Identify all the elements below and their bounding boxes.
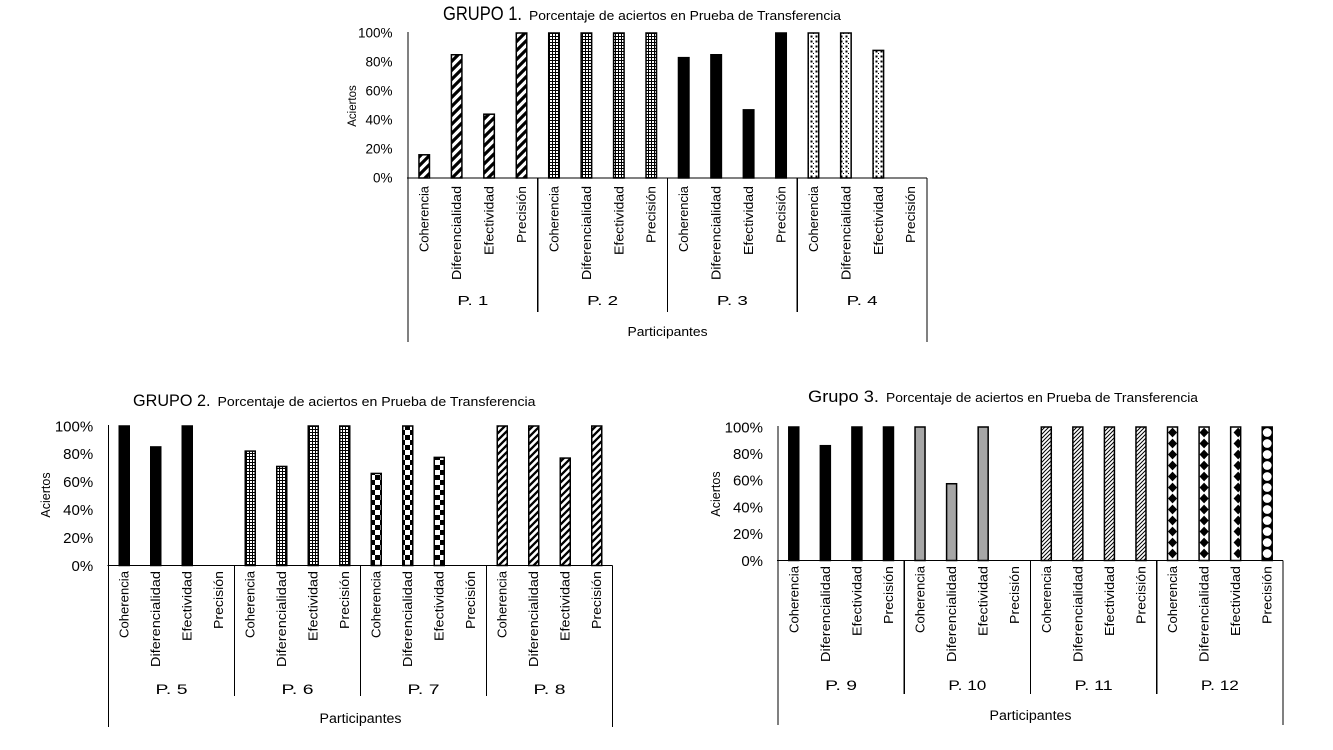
svg-text:Coherencia: Coherencia <box>786 565 801 633</box>
svg-text:60%: 60% <box>63 474 93 491</box>
svg-text:0%: 0% <box>72 558 94 575</box>
svg-text:20%: 20% <box>733 526 763 543</box>
svg-text:Efectividad: Efectividad <box>742 186 756 255</box>
svg-text:Porcentaje de aciertos en Prue: Porcentaje de aciertos en Prueba de Tran… <box>529 8 842 23</box>
svg-text:Efectividad: Efectividad <box>612 186 626 255</box>
svg-text:Efectividad: Efectividad <box>558 571 573 641</box>
svg-text:Diferencialidad: Diferencialidad <box>580 186 594 280</box>
svg-text:P. 12: P. 12 <box>1201 678 1239 693</box>
svg-text:P. 5: P. 5 <box>156 682 188 697</box>
svg-text:Precisión: Precisión <box>1133 566 1148 624</box>
svg-text:P. 9: P. 9 <box>825 678 857 693</box>
svg-text:Precisión: Precisión <box>645 186 659 243</box>
svg-text:Precisión: Precisión <box>589 571 604 629</box>
svg-text:Participantes: Participantes <box>320 711 402 726</box>
svg-text:P. 10: P. 10 <box>948 678 986 693</box>
svg-text:Efectividad: Efectividad <box>976 566 991 636</box>
svg-text:P. 3: P. 3 <box>717 293 748 308</box>
svg-text:P. 1: P. 1 <box>457 293 488 308</box>
svg-text:P. 11: P. 11 <box>1075 678 1113 693</box>
svg-text:80%: 80% <box>733 446 763 463</box>
svg-text:Diferencialidad: Diferencialidad <box>148 571 163 667</box>
svg-text:Aciertos: Aciertos <box>347 85 359 127</box>
svg-text:P. 8: P. 8 <box>534 682 566 697</box>
svg-text:Porcentaje de aciertos en Prue: Porcentaje de aciertos en Prueba de Tran… <box>218 394 537 409</box>
svg-text:Diferencialidad: Diferencialidad <box>818 566 833 662</box>
svg-text:Coherencia: Coherencia <box>547 186 561 252</box>
svg-text:Diferencialidad: Diferencialidad <box>400 571 415 667</box>
svg-text:Precisión: Precisión <box>774 186 788 243</box>
svg-text:Coherencia: Coherencia <box>418 186 432 252</box>
svg-text:60%: 60% <box>733 473 763 490</box>
svg-text:P. 6: P. 6 <box>282 682 314 697</box>
svg-text:Precisión: Precisión <box>463 571 478 629</box>
svg-text:Efectividad: Efectividad <box>180 571 195 641</box>
svg-text:Coherencia: Coherencia <box>807 186 821 252</box>
svg-text:Porcentaje de aciertos en Prue: Porcentaje de aciertos en Prueba de Tran… <box>886 390 1199 405</box>
svg-text:GRUPO 1.: GRUPO 1. <box>443 4 522 25</box>
svg-text:Coherencia: Coherencia <box>369 570 384 638</box>
svg-text:100%: 100% <box>358 26 393 41</box>
svg-text:100%: 100% <box>55 418 93 435</box>
svg-text:Participantes: Participantes <box>990 708 1072 723</box>
svg-text:Diferencialidad: Diferencialidad <box>1070 566 1085 662</box>
svg-text:Precisión: Precisión <box>337 571 352 629</box>
svg-text:GRUPO 2.: GRUPO 2. <box>133 391 211 410</box>
svg-text:Grupo 3.: Grupo 3. <box>808 387 879 406</box>
svg-text:Diferencialidad: Diferencialidad <box>710 186 724 280</box>
svg-text:Coherencia: Coherencia <box>913 565 928 633</box>
svg-text:Efectividad: Efectividad <box>306 571 321 641</box>
svg-text:Diferencialidad: Diferencialidad <box>1197 566 1212 662</box>
svg-text:Coherencia: Coherencia <box>1039 565 1054 633</box>
svg-text:Precisión: Precisión <box>1007 566 1022 624</box>
svg-text:Coherencia: Coherencia <box>1165 565 1180 633</box>
svg-text:20%: 20% <box>365 142 392 157</box>
svg-text:P. 7: P. 7 <box>408 682 440 697</box>
svg-text:Efectividad: Efectividad <box>872 186 886 255</box>
svg-text:Diferencialidad: Diferencialidad <box>274 571 289 667</box>
svg-text:40%: 40% <box>733 499 763 516</box>
svg-text:Diferencialidad: Diferencialidad <box>526 571 541 667</box>
svg-text:Coherencia: Coherencia <box>677 186 691 252</box>
svg-text:Participantes: Participantes <box>628 324 709 339</box>
svg-text:Precisión: Precisión <box>211 571 226 629</box>
svg-text:Coherencia: Coherencia <box>495 570 510 638</box>
svg-text:Efectividad: Efectividad <box>1102 566 1117 636</box>
svg-text:Aciertos: Aciertos <box>709 471 723 516</box>
svg-text:Coherencia: Coherencia <box>243 570 258 638</box>
svg-text:100%: 100% <box>725 419 763 436</box>
svg-text:Precisión: Precisión <box>881 566 896 624</box>
svg-text:P. 2: P. 2 <box>587 293 618 308</box>
svg-text:0%: 0% <box>373 171 393 186</box>
svg-text:Coherencia: Coherencia <box>117 570 132 638</box>
svg-text:Aciertos: Aciertos <box>39 472 53 517</box>
svg-text:60%: 60% <box>365 84 392 99</box>
svg-text:0%: 0% <box>741 553 763 570</box>
svg-text:80%: 80% <box>365 55 392 70</box>
svg-text:Diferencialidad: Diferencialidad <box>839 186 853 280</box>
svg-text:Precisión: Precisión <box>904 186 918 243</box>
svg-text:P. 4: P. 4 <box>847 293 878 308</box>
svg-text:Precisión: Precisión <box>1260 566 1275 624</box>
svg-text:Diferencialidad: Diferencialidad <box>450 186 464 280</box>
svg-text:Precisión: Precisión <box>515 186 529 243</box>
svg-text:20%: 20% <box>63 530 93 547</box>
svg-text:Efectividad: Efectividad <box>849 566 864 636</box>
svg-text:40%: 40% <box>63 502 93 519</box>
svg-text:Diferencialidad: Diferencialidad <box>944 566 959 662</box>
svg-text:80%: 80% <box>63 446 93 463</box>
svg-text:Efectividad: Efectividad <box>432 571 447 641</box>
svg-text:Efectividad: Efectividad <box>483 186 497 255</box>
svg-text:40%: 40% <box>365 113 392 128</box>
svg-text:Efectividad: Efectividad <box>1228 566 1243 636</box>
